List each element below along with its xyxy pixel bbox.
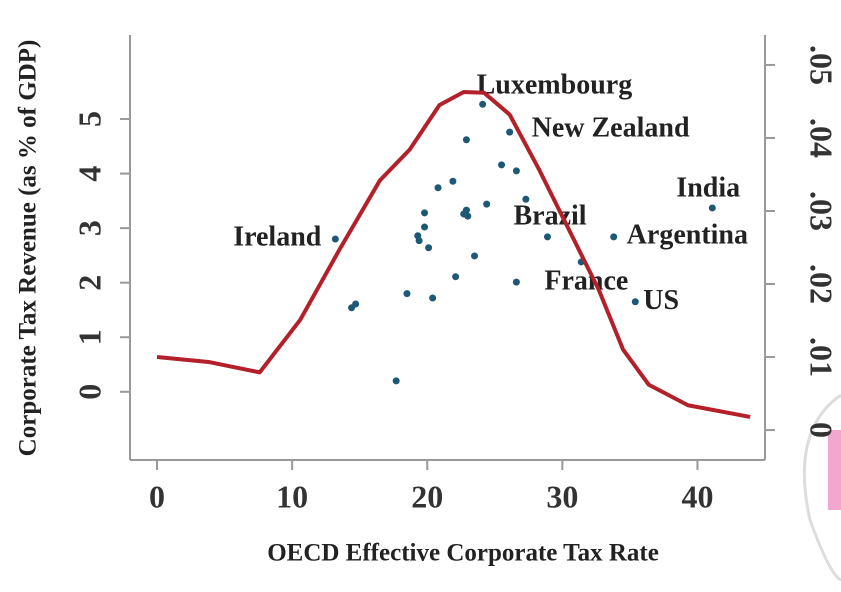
decoration (828, 430, 841, 510)
point (610, 233, 617, 240)
point (632, 298, 639, 305)
point (544, 233, 551, 240)
y2-tick-label: .01 (804, 337, 840, 377)
point (393, 377, 400, 384)
point (506, 129, 513, 136)
chart: OECD Effective Corporate Tax Rate Corpor… (0, 0, 841, 592)
point (513, 167, 520, 174)
point-label: Luxembourg (477, 70, 633, 101)
y-tick-label: 1 (71, 329, 107, 345)
point (452, 273, 459, 280)
point (463, 207, 470, 214)
y-tick-label: 5 (71, 111, 107, 127)
x-tick-label: 30 (546, 478, 578, 514)
x-axis-title: OECD Effective Corporate Tax Rate (267, 540, 659, 567)
y2-tick-label: .04 (804, 118, 840, 158)
point (709, 204, 716, 211)
y2-tick-label: .05 (804, 45, 840, 85)
x-tick-label: 40 (681, 478, 713, 514)
point-label: US (643, 285, 679, 316)
point (498, 161, 505, 168)
point (471, 252, 478, 259)
point-label: Ireland (233, 221, 322, 252)
y-tick-label: 4 (71, 166, 107, 182)
point (435, 184, 442, 191)
y-tick-label: 3 (71, 220, 107, 236)
y2-tick-label: 0 (804, 422, 840, 438)
point-label: France (544, 266, 628, 297)
point (416, 237, 423, 244)
point (483, 201, 490, 208)
x-tick-label: 10 (276, 478, 308, 514)
point (403, 290, 410, 297)
point (464, 213, 471, 220)
point (429, 294, 436, 301)
point (352, 300, 359, 307)
point (421, 209, 428, 216)
point-label: India (676, 172, 740, 203)
point (479, 101, 486, 108)
point-label: New Zealand (532, 113, 690, 144)
y-tick-label: 2 (71, 275, 107, 291)
x-tick-label: 0 (149, 478, 165, 514)
y2-tick-label: .03 (804, 191, 840, 231)
point (449, 178, 456, 185)
point-label: Brazil (513, 200, 586, 231)
point (513, 279, 520, 286)
point (425, 244, 432, 251)
y2-tick-label: .02 (804, 264, 840, 304)
point (421, 224, 428, 231)
point (522, 196, 529, 203)
point (332, 236, 339, 243)
point-label: Argentina (627, 219, 748, 250)
y-axis-title: Corporate Tax Revenue (as % of GDP) (15, 40, 42, 457)
x-tick-label: 20 (411, 478, 443, 514)
point (463, 136, 470, 143)
y-tick-label: 0 (71, 384, 107, 400)
